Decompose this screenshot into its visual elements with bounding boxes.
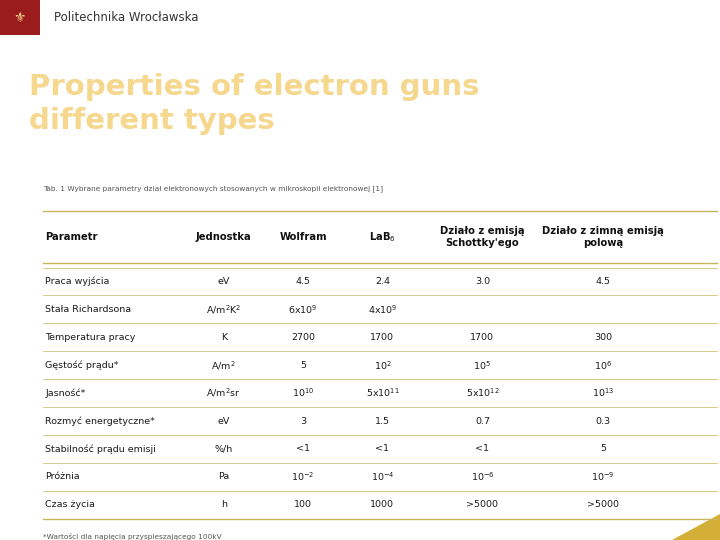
Text: eV: eV <box>217 416 230 426</box>
Text: <1: <1 <box>296 444 310 454</box>
Text: 300: 300 <box>594 333 612 342</box>
Text: 2.4: 2.4 <box>375 277 390 286</box>
Text: Politechnika Wrocławska: Politechnika Wrocławska <box>54 11 199 24</box>
Text: Properties of electron guns
different types: Properties of electron guns different ty… <box>29 73 480 134</box>
Text: ⚜: ⚜ <box>13 11 26 24</box>
Text: >5000: >5000 <box>467 500 498 509</box>
Text: 1700: 1700 <box>470 333 495 342</box>
Text: 10$^5$: 10$^5$ <box>474 359 491 372</box>
Text: 10$^{-6}$: 10$^{-6}$ <box>471 470 494 483</box>
Text: 4.5: 4.5 <box>295 277 310 286</box>
Text: 10$^2$: 10$^2$ <box>374 359 391 372</box>
Text: Próżnia: Próżnia <box>45 472 80 481</box>
Text: 2700: 2700 <box>291 333 315 342</box>
Text: A/m$^2$: A/m$^2$ <box>212 359 236 372</box>
Text: <1: <1 <box>475 444 490 454</box>
Text: 3.0: 3.0 <box>474 277 490 286</box>
Text: 10$^{-2}$: 10$^{-2}$ <box>292 470 315 483</box>
Bar <box>0 0 40 35</box>
Text: Stała Richardsona: Stała Richardsona <box>45 305 132 314</box>
Text: LaB$_6$: LaB$_6$ <box>369 230 396 244</box>
Text: 10$^{-9}$: 10$^{-9}$ <box>591 470 615 483</box>
Text: Jednostka: Jednostka <box>196 232 251 242</box>
Text: %/h: %/h <box>215 444 233 454</box>
Text: 4.5: 4.5 <box>595 277 611 286</box>
Text: Rozmyć energetyczne*: Rozmyć energetyczne* <box>45 416 156 426</box>
Text: Praca wyjścia: Praca wyjścia <box>45 276 109 286</box>
Text: Działo z emisją
Schottky'ego: Działo z emisją Schottky'ego <box>440 226 525 248</box>
Polygon shape <box>672 514 720 540</box>
Text: >5000: >5000 <box>587 500 619 509</box>
Text: K: K <box>220 333 227 342</box>
Text: 5: 5 <box>300 361 306 370</box>
Text: *Wartości dla napięcia przyspieszającego 100kV: *Wartości dla napięcia przyspieszającego… <box>42 534 221 540</box>
Text: 0.7: 0.7 <box>475 416 490 426</box>
Text: Parametr: Parametr <box>45 232 98 242</box>
Text: 4x10$^9$: 4x10$^9$ <box>368 303 397 316</box>
Text: A/m$^2$sr: A/m$^2$sr <box>207 387 241 400</box>
Text: 5x10$^{11}$: 5x10$^{11}$ <box>366 387 399 400</box>
Text: Temperatura pracy: Temperatura pracy <box>45 333 136 342</box>
Text: 5: 5 <box>600 444 606 454</box>
Text: <1: <1 <box>375 444 390 454</box>
Text: Działo z zimną emisją
polową: Działo z zimną emisją polową <box>542 226 664 248</box>
Text: 0.3: 0.3 <box>595 416 611 426</box>
Text: h: h <box>221 500 227 509</box>
Text: Gęstość prądu*: Gęstość prądu* <box>45 361 119 370</box>
Text: 5x10$^{12}$: 5x10$^{12}$ <box>466 387 499 400</box>
Text: Pa: Pa <box>218 472 230 481</box>
Text: 10$^{10}$: 10$^{10}$ <box>292 387 314 400</box>
Text: 3: 3 <box>300 416 306 426</box>
Text: 10$^{-4}$: 10$^{-4}$ <box>371 470 394 483</box>
Text: 10$^{13}$: 10$^{13}$ <box>592 387 614 400</box>
Text: 10$^6$: 10$^6$ <box>594 359 612 372</box>
Text: Stabilność prądu emisji: Stabilność prądu emisji <box>45 444 156 454</box>
Text: Wolfram: Wolfram <box>279 232 327 242</box>
Text: 1.5: 1.5 <box>375 416 390 426</box>
Text: eV: eV <box>217 277 230 286</box>
Text: 6x10$^9$: 6x10$^9$ <box>288 303 318 316</box>
Text: A/m$^2$K$^2$: A/m$^2$K$^2$ <box>206 303 241 316</box>
Text: 100: 100 <box>294 500 312 509</box>
Text: Tab. 1 Wybrane parametry dział elektronowych stosowanych w mikroskopii elektrono: Tab. 1 Wybrane parametry dział elektrono… <box>42 186 383 192</box>
Text: Czas życia: Czas życia <box>45 500 95 509</box>
Text: Jasność*: Jasność* <box>45 388 86 398</box>
Text: 1700: 1700 <box>370 333 395 342</box>
Text: 1000: 1000 <box>370 500 395 509</box>
